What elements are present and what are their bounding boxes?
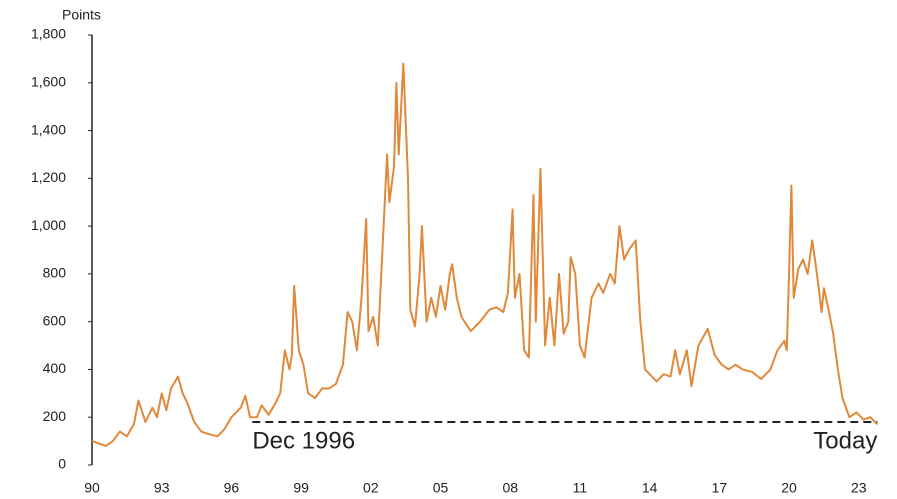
- x-tick-label: 90: [84, 480, 100, 496]
- x-tick-label: 05: [433, 480, 449, 496]
- y-tick-label: 1,400: [31, 121, 66, 137]
- x-tick-label: 96: [224, 480, 240, 496]
- x-tick-label: 17: [712, 480, 728, 496]
- x-tick-label: 14: [642, 480, 658, 496]
- x-tick-label: 11: [573, 480, 588, 496]
- y-tick-label: 1,600: [31, 73, 66, 89]
- y-tick-label: 1,200: [31, 169, 66, 185]
- x-tick-label: 20: [781, 480, 797, 496]
- y-tick-label: 800: [43, 265, 67, 281]
- y-tick-label: 1,800: [31, 26, 66, 42]
- data-line: [91, 62, 879, 447]
- y-tick-label: 200: [43, 408, 67, 424]
- annotation: Today: [813, 427, 877, 454]
- y-tick-label: 1,000: [31, 217, 66, 233]
- x-tick-label: 93: [154, 480, 170, 496]
- x-tick-label: 02: [363, 480, 379, 496]
- annotation: Dec 1996: [252, 427, 355, 454]
- y-axis-label: Points: [62, 7, 101, 23]
- y-tick-label: 600: [43, 312, 67, 328]
- x-tick-label: 08: [502, 480, 518, 496]
- y-tick-label: 0: [58, 456, 66, 472]
- x-tick-label: 23: [851, 480, 867, 496]
- y-tick-label: 400: [43, 360, 67, 376]
- x-tick-label: 99: [293, 480, 309, 496]
